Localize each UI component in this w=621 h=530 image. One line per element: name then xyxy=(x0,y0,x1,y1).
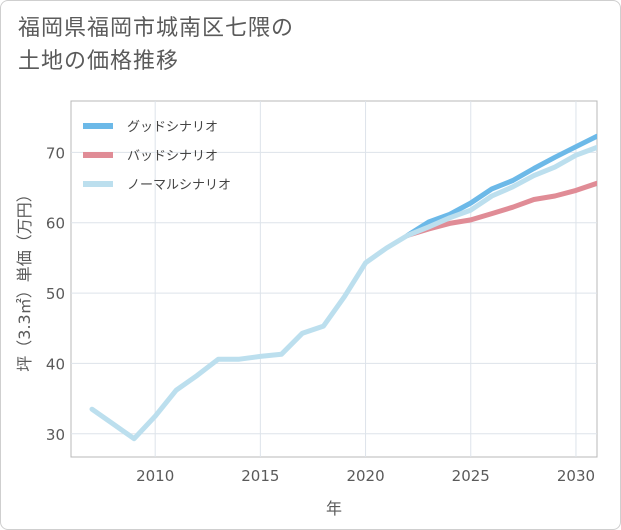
y-tick-70: 70 xyxy=(46,144,65,162)
series-layer xyxy=(89,133,597,442)
chart-title: 福岡県福岡市城南区七隈の 土地の価格推移 xyxy=(18,12,438,78)
y-tick-labels: 30 40 50 60 70 xyxy=(46,144,65,443)
series-line-0 xyxy=(405,133,597,238)
y-tick-30: 30 xyxy=(46,426,65,444)
x-tick-2025: 2025 xyxy=(452,467,490,485)
series-line-1 xyxy=(405,180,597,238)
chart-title-line-2: 土地の価格推移 xyxy=(18,49,180,74)
series-line-2 xyxy=(89,144,597,442)
y-tick-60: 60 xyxy=(46,215,65,233)
x-tick-2030: 2030 xyxy=(557,467,595,485)
y-axis-title: 坪（3.3㎡）単価（万円） xyxy=(15,186,34,371)
x-tick-labels: 2010 2015 2020 2025 2030 xyxy=(136,467,595,485)
x-tick-2010: 2010 xyxy=(136,467,174,485)
y-tick-50: 50 xyxy=(46,285,65,303)
legend-label-1: バッドシナリオ xyxy=(127,149,218,164)
x-axis-title: 年 xyxy=(326,499,342,518)
x-tick-2015: 2015 xyxy=(241,467,279,485)
series-lines xyxy=(89,133,597,442)
plot-area xyxy=(70,100,598,458)
legend-label-2: ノーマルシナリオ xyxy=(127,178,231,193)
x-tick-2020: 2020 xyxy=(346,467,384,485)
chart-title-line-1: 福岡県福岡市城南区七隈の xyxy=(18,16,295,41)
grid-lines xyxy=(71,101,597,457)
y-tick-40: 40 xyxy=(46,355,65,373)
legend-label-0: グッドシナリオ xyxy=(127,120,218,135)
